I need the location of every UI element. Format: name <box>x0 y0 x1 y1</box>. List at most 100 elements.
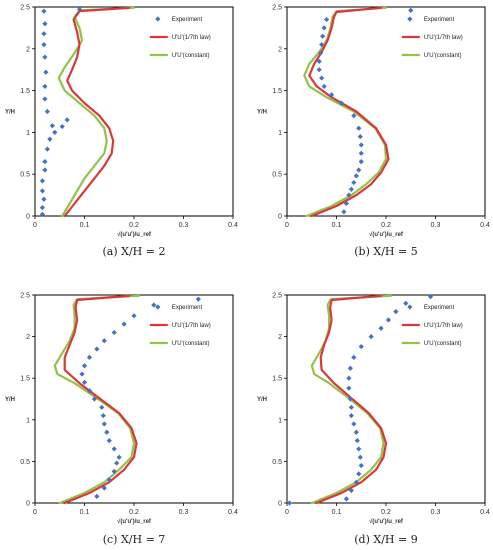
experiment-point <box>353 173 359 179</box>
experiment-point <box>116 454 122 460</box>
x-axis-label: √(u′u′)/u_ref <box>117 518 152 525</box>
legend-swatch-experiment <box>407 304 413 310</box>
experiment-point <box>354 438 360 444</box>
experiment-point <box>86 388 93 394</box>
legend: Experiment U'U'(1/7th law) U'U'(constant) <box>149 304 211 347</box>
experiment-point <box>320 33 326 39</box>
experiment-point <box>104 429 110 435</box>
experiment-point <box>101 485 107 491</box>
legend-label-seventh-law: U'U'(1/7th law) <box>172 323 211 329</box>
y-tick-label: 1 <box>278 130 282 137</box>
x-tick-label: 0.3 <box>431 509 441 516</box>
experiment-point <box>286 500 293 506</box>
x-tick-label: 0 <box>285 509 289 516</box>
x-tick-label: 0.3 <box>179 222 189 229</box>
legend-swatch-experiment <box>155 16 161 22</box>
experiment-point <box>316 67 322 73</box>
y-tick-label: 0.5 <box>20 172 30 179</box>
experiment-point <box>408 7 414 13</box>
experiment-point <box>357 133 363 140</box>
experiment-point <box>41 31 47 37</box>
experiment-point <box>348 413 354 419</box>
y-tick-label: 1.5 <box>272 376 282 383</box>
experiment-point <box>41 196 47 202</box>
x-tick-label: 0.1 <box>80 509 90 516</box>
experiment-point <box>81 363 88 369</box>
y-tick-label: 1 <box>26 417 30 424</box>
legend-label-experiment: Experiment <box>424 17 455 23</box>
y-tick-label: 1.5 <box>20 88 30 95</box>
experiment-point <box>319 42 325 48</box>
y-axis-label: Y/H <box>5 110 15 116</box>
x-axis-label-text: √(u′u′)/u_ref <box>117 231 152 238</box>
y-tick-label: 2.5 <box>272 5 282 12</box>
experiment-point <box>358 150 364 156</box>
experiment-point <box>121 321 127 327</box>
experiment-point <box>343 200 349 207</box>
experiment-point <box>348 487 354 494</box>
x-tick-label: 0.2 <box>129 509 139 516</box>
experiment-point <box>347 396 353 402</box>
experiment-point <box>106 438 112 444</box>
panel-caption: (d) X/H = 9 <box>354 533 417 546</box>
y-tick-label: 2 <box>26 334 30 341</box>
series-line-constant <box>57 6 136 218</box>
experiment-point <box>44 108 50 115</box>
experiment-point <box>351 113 357 119</box>
y-tick-label: 0 <box>26 214 30 221</box>
x-tick-label: 0.4 <box>228 222 238 229</box>
y-tick-label: 0.5 <box>272 172 282 179</box>
x-tick-label: 0.2 <box>381 222 391 229</box>
experiment-point <box>114 460 120 466</box>
x-axis-label: √(u′u′)/u_ref <box>369 518 404 525</box>
experiment-point <box>42 54 48 60</box>
experiment-point <box>195 296 201 302</box>
experiment-point <box>44 146 50 152</box>
experiment-point <box>47 136 53 142</box>
x-tick-label: 0.4 <box>480 509 490 516</box>
x-tick-label: 0 <box>33 509 37 516</box>
x-tick-label: 0.1 <box>332 222 342 229</box>
experiment-point <box>111 446 117 452</box>
chart-panel-3: 0 0.5 1 1.5 2 2.5 0 0.1 0.2 0.3 0.4 Y/H √(u′u′)/u_re… <box>5 293 238 547</box>
legend-label-constant: U'U'(constant) <box>424 341 462 347</box>
y-axis-label: Y/H <box>257 110 267 116</box>
experiment-point <box>101 421 107 427</box>
x-tick-label: 0.2 <box>381 509 391 516</box>
experiment-point <box>358 343 364 350</box>
experiment-point <box>356 471 362 477</box>
experiment-point <box>328 92 335 98</box>
x-tick-label: 0 <box>285 222 289 229</box>
y-tick-label: 1.5 <box>272 88 282 95</box>
y-tick-label: 0 <box>278 501 282 508</box>
experiment-point <box>99 404 105 410</box>
legend-label-constant: U'U'(constant) <box>172 53 210 59</box>
y-tick-label: 0 <box>26 501 30 508</box>
experiment-point <box>353 429 359 435</box>
experiment-point <box>346 375 352 381</box>
legend-swatch-experiment <box>407 16 413 22</box>
experiment-point <box>319 75 325 81</box>
y-tick-label: 0.5 <box>20 459 30 466</box>
experiment-point <box>94 493 100 499</box>
experiment-point <box>42 96 48 102</box>
y-tick-label: 0.5 <box>272 459 282 466</box>
series-line-constant <box>303 6 388 218</box>
x-axis-label: √(u′u′)/u_ref <box>369 231 404 238</box>
x-axis-label-text: √(u′u′)/u_ref <box>369 231 404 238</box>
experiment-point <box>42 83 48 90</box>
chart-panel-4: 0 0.5 1 1.5 2 2.5 0 0.1 0.2 0.3 0.4 Y/H √(u′u′)/u_re… <box>257 293 490 547</box>
experiment-point <box>111 329 117 336</box>
experiment-point <box>111 468 117 474</box>
experiment-point <box>86 354 93 360</box>
experiment-point <box>356 125 362 131</box>
y-tick-label: 2 <box>278 46 282 53</box>
legend-label-seventh-law: U'U'(1/7th law) <box>172 35 211 41</box>
experiment-point <box>316 58 322 64</box>
series-line-seventh-law <box>315 294 388 505</box>
experiment-point <box>356 167 362 173</box>
x-axis-label: √(u′u′)/u_ref <box>117 231 152 238</box>
y-tick-label: 2.5 <box>272 293 282 300</box>
y-tick-label: 2.5 <box>20 5 30 12</box>
legend: Experiment U'U'(1/7th law) U'U'(constant) <box>149 16 211 59</box>
